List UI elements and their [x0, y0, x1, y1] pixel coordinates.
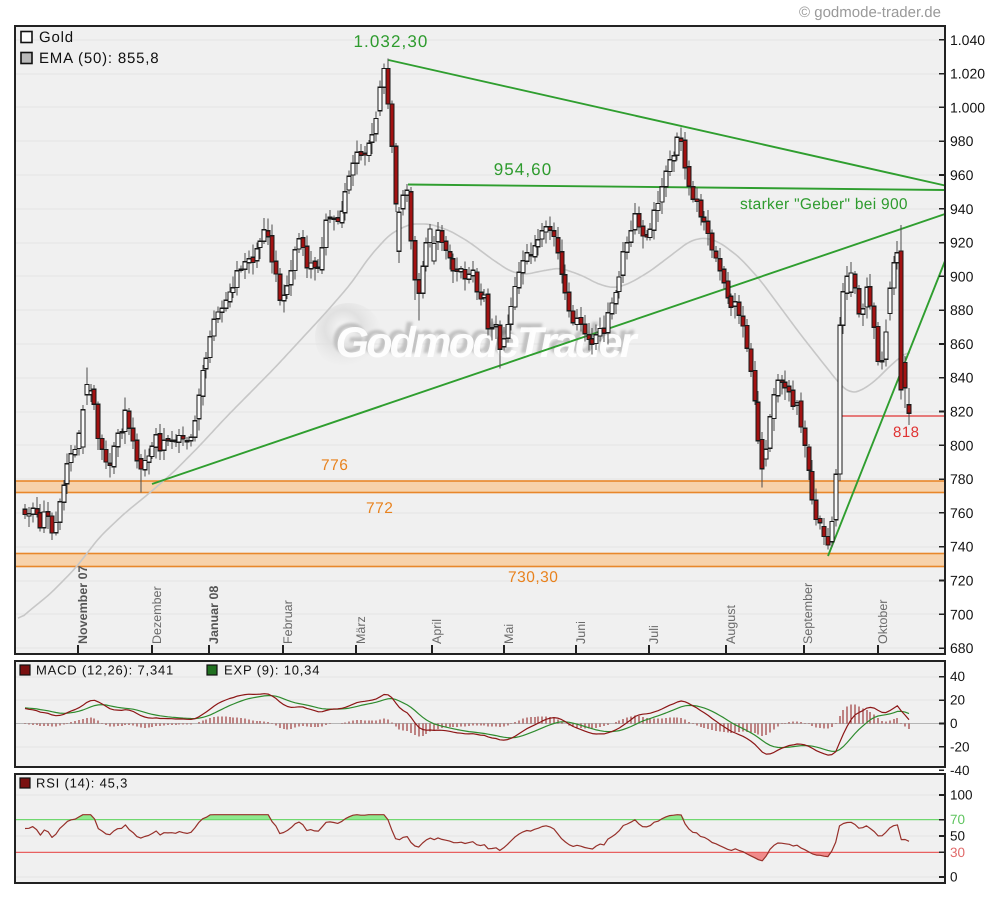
svg-text:920: 920 — [950, 235, 974, 251]
svg-text:772: 772 — [366, 500, 393, 517]
svg-text:MACD (12,26): 7,341: MACD (12,26): 7,341 — [36, 663, 174, 678]
svg-text:-40: -40 — [950, 763, 970, 778]
svg-text:Februar: Februar — [281, 600, 295, 644]
svg-text:1.032,30: 1.032,30 — [354, 32, 429, 51]
svg-text:700: 700 — [950, 606, 974, 622]
svg-text:30: 30 — [950, 845, 965, 860]
svg-text:April: April — [430, 619, 444, 644]
svg-text:1.020: 1.020 — [950, 66, 985, 82]
svg-text:900: 900 — [950, 268, 974, 284]
svg-text:März: März — [354, 616, 368, 644]
svg-text:Juni: Juni — [574, 621, 588, 644]
svg-text:Gold: Gold — [39, 29, 74, 46]
svg-text:840: 840 — [950, 370, 974, 386]
svg-text:0: 0 — [950, 716, 958, 731]
svg-text:720: 720 — [950, 573, 974, 589]
svg-text:40: 40 — [950, 669, 965, 684]
svg-text:November 07: November 07 — [76, 565, 90, 644]
svg-text:-20: -20 — [950, 739, 970, 754]
svg-text:Januar 08: Januar 08 — [207, 586, 221, 644]
svg-text:RSI (14): 45,3: RSI (14): 45,3 — [36, 776, 128, 791]
svg-text:954,60: 954,60 — [494, 160, 553, 179]
svg-text:Mai: Mai — [502, 624, 516, 644]
svg-text:960: 960 — [950, 167, 974, 183]
svg-text:880: 880 — [950, 302, 974, 318]
svg-text:August: August — [724, 605, 738, 644]
svg-text:740: 740 — [950, 539, 974, 555]
svg-text:Dezember: Dezember — [150, 586, 164, 644]
svg-text:1.040: 1.040 — [950, 32, 985, 48]
svg-text:Oktober: Oktober — [876, 600, 890, 644]
svg-text:starker "Geber" bei 900: starker "Geber" bei 900 — [740, 196, 908, 213]
svg-text:780: 780 — [950, 471, 974, 487]
svg-text:760: 760 — [950, 505, 974, 521]
svg-text:EXP (9): 10,34: EXP (9): 10,34 — [224, 663, 320, 678]
svg-text:GodmodeTrader: GodmodeTrader — [332, 315, 635, 363]
svg-text:50: 50 — [950, 829, 965, 844]
svg-text:70: 70 — [950, 812, 965, 827]
svg-text:100: 100 — [950, 788, 973, 803]
svg-text:Juli: Juli — [647, 625, 661, 644]
svg-text:20: 20 — [950, 693, 965, 708]
svg-text:730,30: 730,30 — [508, 569, 558, 586]
svg-text:980: 980 — [950, 133, 974, 149]
svg-text:September: September — [801, 583, 815, 644]
svg-text:1.000: 1.000 — [950, 99, 985, 115]
svg-text:© godmode-trader.de: © godmode-trader.de — [799, 4, 941, 21]
svg-text:800: 800 — [950, 437, 974, 453]
svg-text:EMA (50): 855,8: EMA (50): 855,8 — [39, 50, 159, 67]
svg-text:0: 0 — [950, 870, 958, 885]
svg-text:940: 940 — [950, 201, 974, 217]
svg-text:818: 818 — [893, 424, 920, 441]
svg-text:776: 776 — [321, 457, 348, 474]
svg-text:820: 820 — [950, 404, 974, 420]
svg-text:860: 860 — [950, 336, 974, 352]
svg-text:680: 680 — [950, 640, 974, 656]
